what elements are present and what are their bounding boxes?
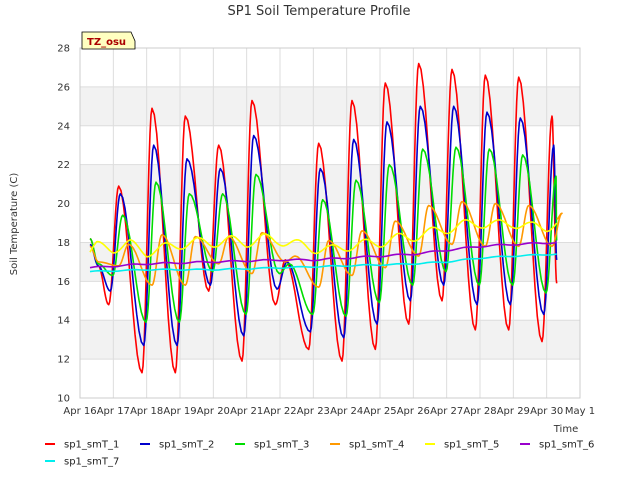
legend-item-sp1_smT_2: sp1_smT_2 <box>140 440 214 451</box>
y-tick-label: 14 <box>57 316 70 327</box>
x-axis-ticks: Apr 16 Apr 17 Apr 18 Apr 19 Apr 20 Apr 21 Apr … <box>63 406 595 417</box>
background-band <box>80 48 580 87</box>
series-line-sp1_smT_3 <box>89 146 558 323</box>
site-tag-label: TZ_osu <box>87 37 126 48</box>
legend-item-sp1_smT_5: sp1_smT_5 <box>425 440 499 451</box>
series-line-sp1_smT_1 <box>89 62 558 374</box>
y-tick-label: 26 <box>57 82 70 93</box>
series-line-sp1_smT_7 <box>89 253 557 273</box>
background-band <box>80 86 580 126</box>
x-tick-label: Apr 26 <box>397 406 430 417</box>
background-band <box>80 359 580 398</box>
x-tick-label: Apr 17 <box>97 406 130 417</box>
legend-item-sp1_smT_3: sp1_smT_3 <box>235 440 309 451</box>
y-tick-label: 12 <box>57 355 70 366</box>
plot-frame <box>79 47 581 399</box>
legend-item-sp1_smT_1: sp1_smT_1 <box>45 440 119 451</box>
x-tick-label: Apr 16 <box>63 406 96 417</box>
series-line-sp1_smT_4 <box>89 200 563 288</box>
site-tag: TZ_osu <box>81 31 136 50</box>
x-tick-label: Apr 25 <box>363 406 396 417</box>
x-tick-label: Apr 29 <box>497 406 530 417</box>
x-tick-label: Apr 24 <box>330 406 363 417</box>
series-line-sp1_smT_5 <box>89 219 558 258</box>
chart-title: SP1 Soil Temperature Profile <box>228 4 411 19</box>
x-tick-label: Apr 18 <box>130 406 163 417</box>
legend-label: sp1_smT_4 <box>349 440 404 451</box>
y-tick-label: 18 <box>57 238 70 249</box>
y-tick-label: 10 <box>57 394 70 405</box>
x-tick-label: Apr 21 <box>230 406 263 417</box>
legend-item-sp1_smT_6: sp1_smT_6 <box>520 440 594 451</box>
x-tick-label: Apr 28 <box>463 406 496 417</box>
x-axis-label: Time <box>553 424 578 435</box>
x-tick-label: Apr 30 <box>530 406 563 417</box>
series-lines <box>89 62 563 374</box>
site-tag-box <box>81 31 136 50</box>
x-tick-label: Apr 19 <box>163 406 196 417</box>
x-tick-label: Apr 23 <box>297 406 330 417</box>
y-tick-label: 28 <box>57 44 70 55</box>
legend-label: sp1_smT_6 <box>539 440 594 451</box>
legend: sp1_smT_1 sp1_smT_2 sp1_smT_3 sp1_smT_4 sp1_… <box>45 440 594 468</box>
legend-label: sp1_smT_5 <box>444 440 499 451</box>
x-tick-label: May 1 <box>565 406 595 417</box>
x-tick-label: Apr 20 <box>197 406 230 417</box>
series-line-sp1_smT_2 <box>89 105 558 347</box>
legend-item-sp1_smT_4: sp1_smT_4 <box>330 440 404 451</box>
legend-label: sp1_smT_1 <box>64 440 119 451</box>
y-axis-ticks: 10 12 14 16 18 20 22 24 26 28 <box>57 44 70 405</box>
y-tick-label: 24 <box>57 121 70 132</box>
background-band <box>80 125 580 165</box>
y-tick-label: 20 <box>57 199 70 210</box>
legend-label: sp1_smT_3 <box>254 440 309 451</box>
x-tick-label: Apr 22 <box>263 406 296 417</box>
y-axis-label: Soil Temperature (C) <box>9 173 20 276</box>
background-band <box>80 320 580 360</box>
x-tick-label: Apr 27 <box>430 406 463 417</box>
background-band <box>80 281 580 321</box>
legend-item-sp1_smT_7: sp1_smT_7 <box>45 457 119 468</box>
legend-label: sp1_smT_2 <box>159 440 214 451</box>
legend-label: sp1_smT_7 <box>64 457 119 468</box>
y-tick-label: 22 <box>57 160 70 171</box>
series-line-sp1_smT_6 <box>89 241 557 269</box>
y-tick-label: 16 <box>57 277 70 288</box>
